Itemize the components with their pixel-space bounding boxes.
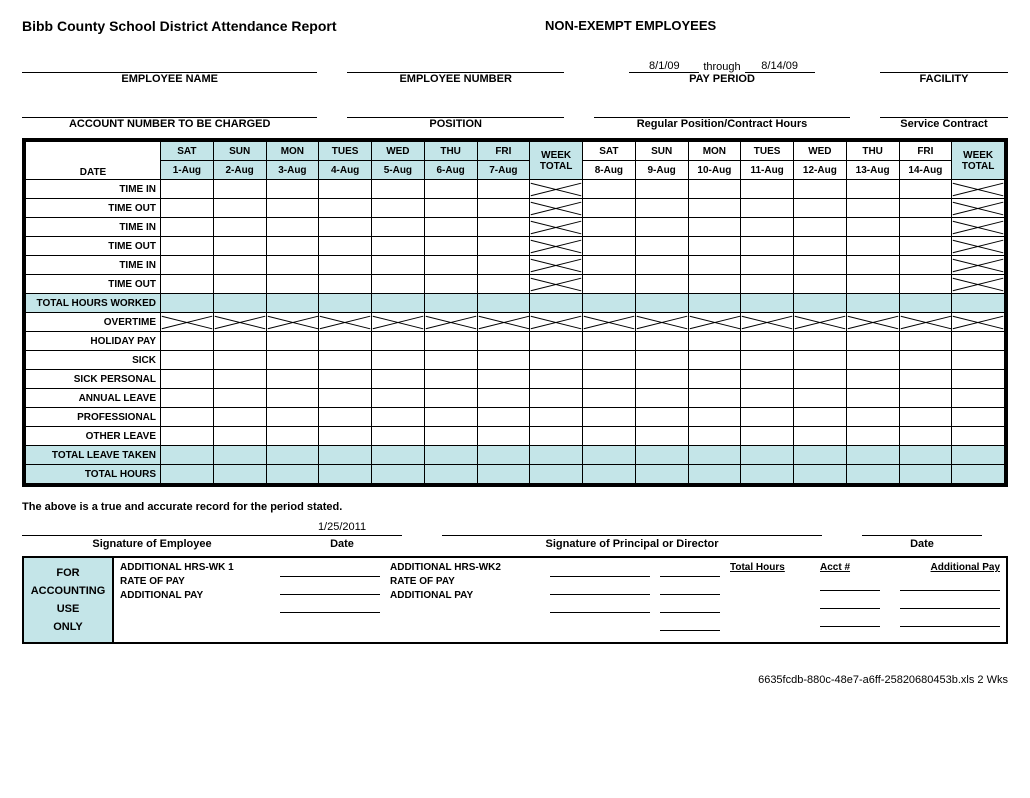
through-label: through — [703, 61, 740, 73]
sig-date-label: Date — [282, 536, 402, 550]
pay-start: 8/1/09 — [629, 60, 699, 73]
account-label: ACCOUNT NUMBER TO BE CHARGED — [22, 118, 317, 130]
acct-addpay-r-label: Additional Pay — [900, 562, 1000, 573]
regular-hours-field[interactable] — [594, 99, 850, 118]
employee-name-field[interactable] — [22, 54, 317, 73]
sig-date2-label: Date — [862, 536, 982, 550]
sig-employee-label: Signature of Employee — [22, 536, 282, 550]
service-contract-label: Service Contract — [880, 118, 1008, 130]
facility-field[interactable] — [880, 54, 1008, 73]
employee-number-label: EMPLOYEE NUMBER — [347, 73, 564, 85]
acct-addpay1-label: ADDITIONAL PAY — [120, 590, 270, 601]
service-contract-field[interactable] — [880, 99, 1008, 118]
sig-date-value: 1/25/2011 — [282, 521, 402, 535]
accounting-box: FOR ACCOUNTING USE ONLY ADDITIONAL HRS-W… — [22, 556, 1008, 644]
acct-total-hours-label: Total Hours — [730, 562, 810, 573]
acct-addpay2-label: ADDITIONAL PAY — [390, 590, 540, 601]
pay-period-label: PAY PERIOD — [594, 73, 850, 85]
position-field[interactable] — [347, 99, 564, 118]
employee-name-label: EMPLOYEE NAME — [22, 73, 317, 85]
acct-use: USE — [28, 600, 108, 618]
acct-rate1-label: RATE OF PAY — [120, 576, 270, 587]
acct-no-label: Acct # — [820, 562, 880, 573]
acct-only: ONLY — [28, 618, 108, 636]
position-label: POSITION — [347, 118, 564, 130]
report-title: Bibb County School District Attendance R… — [22, 18, 485, 34]
regular-hours-label: Regular Position/Contract Hours — [594, 118, 850, 130]
footer-text: 6635fcdb-880c-48e7-a6ff-25820680453b.xls… — [22, 674, 1008, 686]
employee-number-field[interactable] — [347, 54, 564, 73]
acct-accounting: ACCOUNTING — [28, 582, 108, 600]
attendance-table: DATESATSUNMONTUESWEDTHUFRIWEEKTOTALSATSU… — [22, 138, 1008, 487]
sig-principal-label: Signature of Principal or Director — [442, 536, 822, 550]
acct-for: FOR — [28, 564, 108, 582]
report-subtitle: NON-EXEMPT EMPLOYEES — [485, 18, 1008, 34]
acct-rate2-label: RATE OF PAY — [390, 576, 540, 587]
account-field[interactable] — [22, 99, 317, 118]
pay-end: 8/14/09 — [745, 60, 815, 73]
certification-text: The above is a true and accurate record … — [22, 501, 1008, 513]
facility-label: FACILITY — [880, 73, 1008, 85]
acct-hrs2-label: ADDITIONAL HRS-WK2 — [390, 562, 540, 573]
acct-hrs1-label: ADDITIONAL HRS-WK 1 — [120, 562, 270, 573]
